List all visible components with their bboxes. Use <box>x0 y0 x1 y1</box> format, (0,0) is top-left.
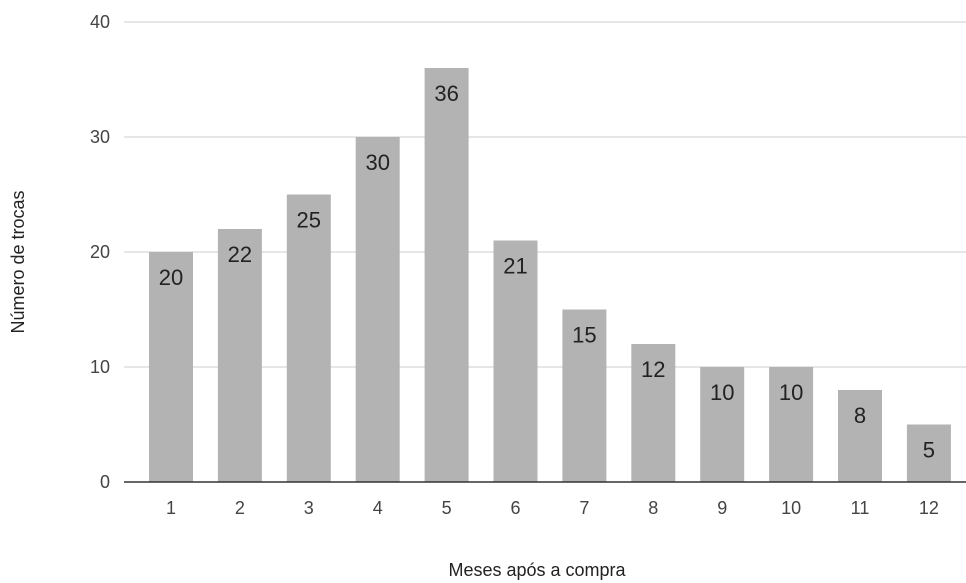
bars <box>149 68 951 482</box>
bar <box>217 229 262 482</box>
data-label: 12 <box>641 357 665 382</box>
data-label: 21 <box>503 254 527 279</box>
y-tick-label: 20 <box>90 242 110 262</box>
bar <box>631 344 676 482</box>
x-tick-label: 3 <box>304 498 314 518</box>
bar <box>769 367 814 482</box>
data-label: 30 <box>365 150 389 175</box>
data-label: 22 <box>228 242 252 267</box>
x-tick-label: 9 <box>717 498 727 518</box>
x-tick-label: 2 <box>235 498 245 518</box>
bar <box>424 68 469 482</box>
x-tick-label: 11 <box>851 498 870 518</box>
y-tick-label: 10 <box>90 357 110 377</box>
x-tick-label: 1 <box>166 498 176 518</box>
bar <box>286 194 331 482</box>
y-tick-label: 30 <box>90 127 110 147</box>
data-labels: 20 22 25 30 36 21 15 12 10 10 8 5 <box>159 81 935 463</box>
data-label: 10 <box>779 380 803 405</box>
x-tick-label: 4 <box>373 498 383 518</box>
y-tick-labels: 0 10 20 30 40 <box>90 12 110 492</box>
gridlines <box>124 21 966 368</box>
data-label: 20 <box>159 265 183 290</box>
data-label: 10 <box>710 380 734 405</box>
y-tick-label: 40 <box>90 12 110 32</box>
y-tick-label: 0 <box>100 472 110 492</box>
bar <box>906 424 951 482</box>
bar <box>838 390 882 482</box>
bar <box>355 137 400 482</box>
bar <box>700 367 745 482</box>
x-axis-title: Meses após a compra <box>448 560 626 580</box>
bar <box>562 309 607 482</box>
data-label: 36 <box>434 81 458 106</box>
bar <box>149 252 193 482</box>
bar <box>493 240 538 482</box>
x-tick-label: 5 <box>442 498 452 518</box>
x-tick-label: 6 <box>510 498 520 518</box>
data-label: 5 <box>923 438 935 463</box>
x-tick-label: 8 <box>648 498 658 518</box>
data-label: 8 <box>854 403 866 428</box>
data-label: 25 <box>297 208 321 233</box>
y-axis-title: Número de trocas <box>8 190 28 333</box>
data-label: 15 <box>572 323 596 348</box>
x-tick-label: 10 <box>781 498 801 518</box>
x-tick-label: 7 <box>579 498 589 518</box>
x-tick-label: 12 <box>919 498 939 518</box>
x-tick-labels: 1 2 3 4 5 6 7 8 9 10 11 12 <box>166 498 939 518</box>
